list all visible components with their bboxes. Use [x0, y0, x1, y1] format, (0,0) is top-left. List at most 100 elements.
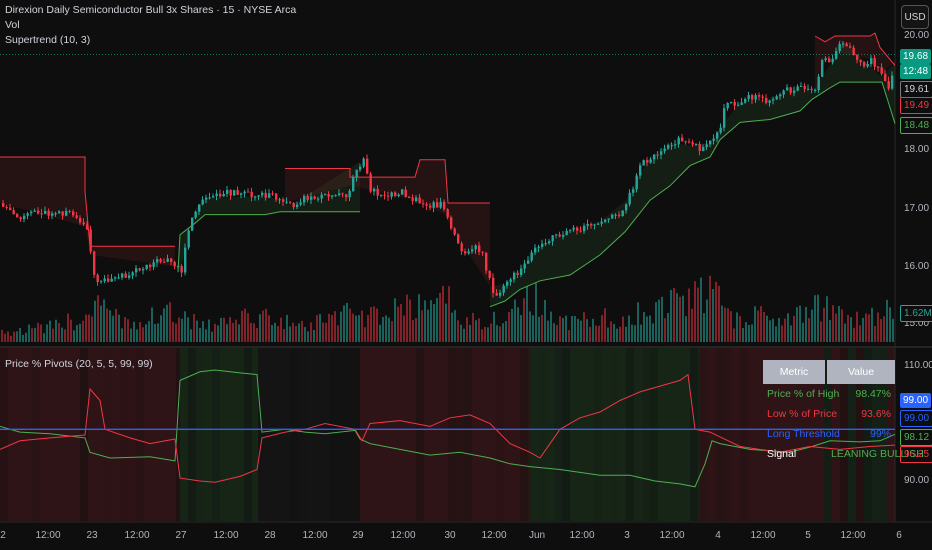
candle-body — [880, 67, 883, 74]
candle-body — [180, 266, 183, 273]
candle-body — [40, 213, 43, 215]
supertrend-line — [177, 211, 360, 273]
candle-body — [229, 189, 232, 196]
supertrend-legend[interactable]: Supertrend (10, 3) — [5, 34, 91, 46]
candle-body — [191, 217, 194, 231]
candle-body — [852, 47, 855, 55]
candle-body — [887, 81, 890, 89]
candle-body — [803, 85, 806, 90]
volume-bar — [370, 307, 372, 342]
indicator-zone — [788, 348, 796, 521]
indicator-zone — [872, 348, 880, 521]
candle-body — [128, 275, 131, 278]
volume-bar — [883, 316, 885, 342]
indicator-zone — [650, 348, 658, 521]
indicator-legend[interactable]: Price % Pivots (20, 5, 5, 99, 99) — [5, 358, 153, 370]
candle-body — [534, 247, 537, 253]
time-tick: 6 — [896, 530, 902, 541]
candle-body — [464, 251, 467, 254]
price-tag: 19.61 — [900, 81, 932, 98]
candle-body — [327, 194, 330, 197]
volume-legend[interactable]: Vol — [5, 19, 20, 31]
metrics-row: Low % of Price 93.6% — [763, 404, 895, 424]
indicator-tag: 99.00 — [900, 410, 932, 427]
candle-body — [635, 175, 638, 190]
candle-body — [481, 251, 484, 253]
volume-bar — [841, 309, 843, 342]
volume-bar — [823, 307, 825, 342]
candle-body — [86, 224, 89, 230]
volume-bar — [196, 320, 198, 342]
volume-bar — [598, 325, 600, 342]
candle-body — [621, 210, 624, 216]
volume-bar — [667, 313, 669, 342]
volume-bar — [31, 328, 33, 342]
volume-bar — [190, 329, 192, 342]
candle-body — [674, 144, 677, 146]
chart-title: Direxion Daily Semiconductor Bull 3x Sha… — [5, 4, 297, 16]
indicator-zone — [64, 348, 72, 521]
volume-bar — [376, 308, 378, 342]
candle-body — [600, 221, 603, 224]
volume-bar — [82, 320, 84, 342]
candle-body — [782, 90, 785, 95]
candle-body — [607, 218, 610, 220]
volume-bar — [505, 321, 507, 342]
candle-body — [26, 213, 29, 216]
volume-bar — [556, 325, 558, 342]
volume-bar — [250, 322, 252, 342]
volume-bar — [526, 286, 528, 342]
candle-body — [240, 193, 243, 195]
volume-bar — [499, 326, 501, 342]
volume-bar — [487, 327, 489, 342]
volume-bar — [349, 308, 351, 342]
candle-body — [576, 227, 579, 231]
indicator-zone — [196, 348, 204, 521]
volume-bar — [94, 300, 96, 342]
volume-bar — [568, 330, 570, 342]
metrics-header-metric: Metric — [763, 360, 825, 384]
volume-bar — [271, 325, 273, 342]
volume-bar — [682, 295, 684, 342]
volume-bar — [829, 320, 831, 342]
candle-body — [709, 140, 712, 145]
candle-body — [261, 192, 264, 196]
volume-bar — [112, 315, 114, 342]
indicator-zone — [8, 348, 16, 521]
candle-body — [684, 141, 687, 143]
candle-body — [198, 204, 201, 212]
candle-body — [243, 191, 246, 194]
volume-bar — [583, 312, 585, 342]
time-tick: 30 — [444, 530, 456, 541]
metrics-table: Metric Value Price % of High 98.47% Low % … — [763, 360, 924, 464]
volume-bar — [889, 307, 891, 342]
candle-body — [247, 191, 250, 193]
volume-bar — [37, 322, 39, 342]
volume-bar — [703, 313, 705, 342]
candle-body — [555, 234, 558, 236]
volume-bar — [16, 331, 18, 342]
volume-bar — [298, 323, 300, 342]
currency-button[interactable]: USD — [901, 5, 929, 29]
candle-body — [387, 195, 390, 197]
candle-body — [201, 199, 204, 205]
candle-body — [100, 281, 103, 283]
indicator-zone — [252, 348, 258, 521]
volume-bar — [1, 329, 3, 342]
volume-bar — [775, 326, 777, 342]
price-tick: 20.00 — [904, 30, 930, 41]
candle-body — [278, 199, 281, 201]
volume-bar — [343, 305, 345, 342]
volume-bar — [436, 298, 438, 342]
indicator-zone — [160, 348, 168, 521]
volume-bar — [844, 323, 846, 342]
volume-bar — [757, 310, 759, 342]
volume-bar — [460, 324, 462, 342]
volume-bar — [652, 323, 654, 342]
indicator-zone — [840, 348, 848, 521]
volume-bar — [448, 286, 450, 342]
candle-body — [366, 158, 369, 174]
candle-body — [303, 196, 306, 203]
volume-bar — [796, 307, 798, 342]
